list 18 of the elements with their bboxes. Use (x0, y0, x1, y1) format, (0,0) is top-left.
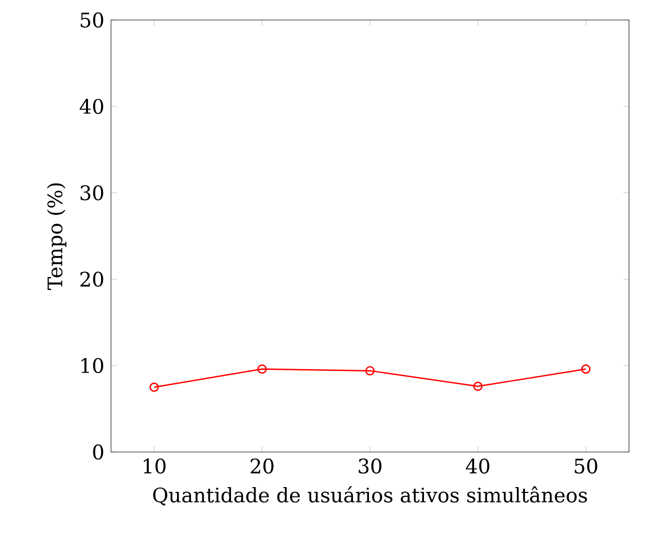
x-axis-title: Quantidade de usuários ativos simultâneos (153, 486, 587, 506)
point (581, 364, 590, 374)
point (150, 382, 159, 392)
x-tick-label: 50 (574, 458, 598, 474)
point (473, 382, 483, 391)
y-tick-label: 20 (80, 272, 104, 287)
y-tick-label: 50 (80, 12, 104, 28)
y-tick-label: 30 (80, 185, 104, 200)
x-tick-label: 30 (358, 458, 382, 474)
y-axis-title: Tempo (%) (47, 183, 66, 290)
x-tick-label: 40 (466, 458, 490, 474)
y-tick-label: 10 (82, 358, 104, 374)
y-tick-label: 40 (80, 98, 104, 114)
y-tick-label: 0 (93, 444, 104, 460)
point (257, 364, 267, 374)
x-tick-label: 10 (144, 458, 166, 474)
x-tick-label: 20 (250, 458, 274, 474)
point (365, 366, 375, 376)
